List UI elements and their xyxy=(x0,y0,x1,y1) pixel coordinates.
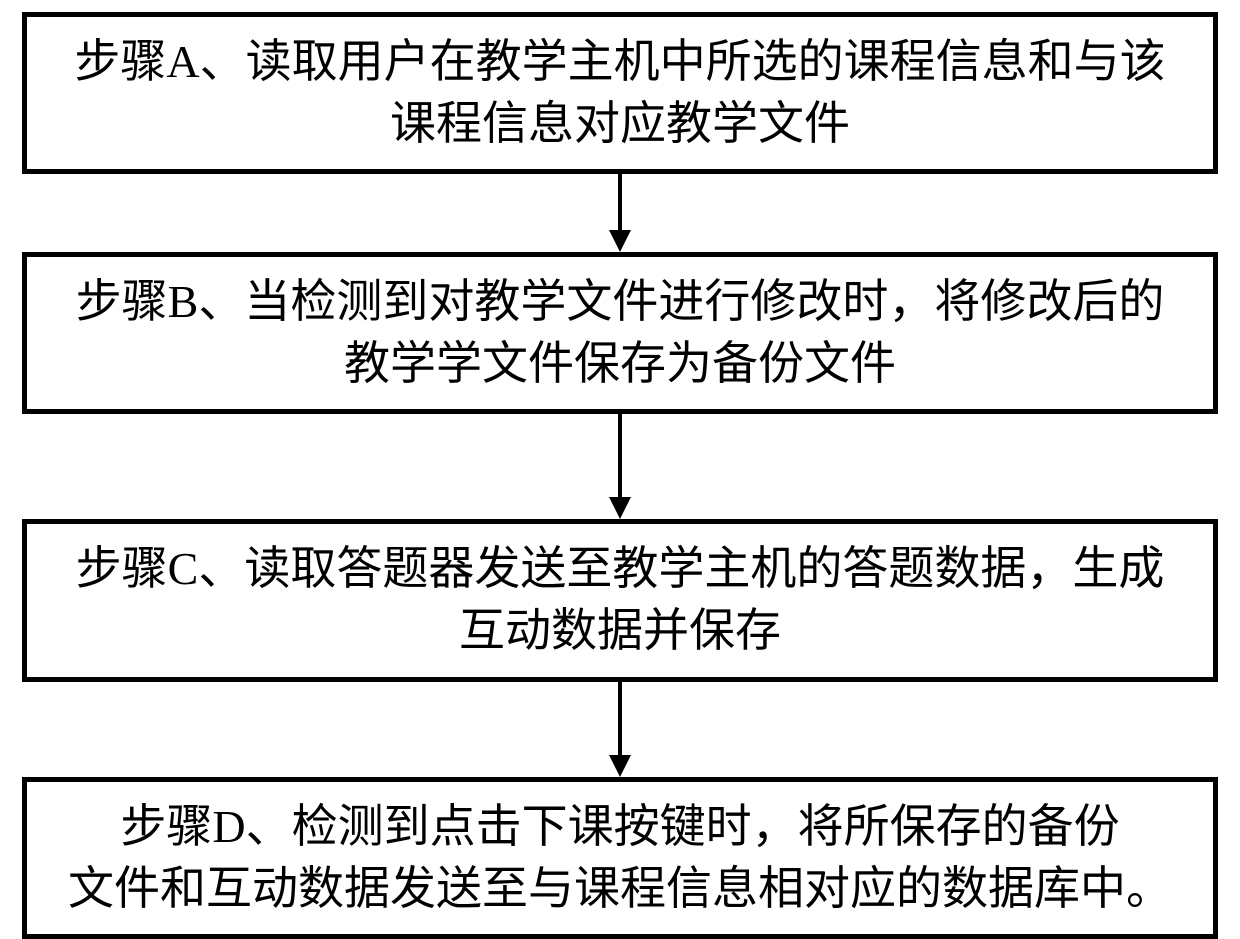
flowchart-container: 步骤A、读取用户在教学主机中所选的课程信息和与该 课程信息对应教学文件 步骤B、… xyxy=(20,12,1220,939)
flow-node-d-line2: 文件和互动数据发送至与课程信息相对应的数据库中。 xyxy=(68,863,1172,914)
arrow-down-icon xyxy=(605,682,635,777)
flow-node-d-text: 步骤D、检测到点击下课按键时，将所保存的备份 文件和互动数据发送至与课程信息相对… xyxy=(68,796,1172,920)
arrow-b-to-c xyxy=(605,414,635,519)
arrow-a-to-b xyxy=(605,174,635,252)
flow-node-c-text: 步骤C、读取答题器发送至教学主机的答题数据，生成 互动数据并保存 xyxy=(76,538,1165,662)
flow-node-a-line2: 课程信息对应教学文件 xyxy=(390,98,850,149)
flow-node-c-line2: 互动数据并保存 xyxy=(459,605,781,656)
arrow-c-to-d xyxy=(605,682,635,777)
flow-node-c-line1: 步骤C、读取答题器发送至教学主机的答题数据，生成 xyxy=(76,543,1165,594)
flow-node-b-line1: 步骤B、当检测到对教学文件进行修改时，将修改后的 xyxy=(76,276,1165,327)
arrow-down-icon xyxy=(605,174,635,252)
flow-node-d-line1: 步骤D、检测到点击下课按键时，将所保存的备份 xyxy=(120,801,1119,852)
flow-node-d: 步骤D、检测到点击下课按键时，将所保存的备份 文件和互动数据发送至与课程信息相对… xyxy=(22,777,1218,939)
flow-node-b: 步骤B、当检测到对教学文件进行修改时，将修改后的 教学学文件保存为备份文件 xyxy=(22,252,1218,414)
arrow-down-icon xyxy=(605,414,635,519)
flow-node-a: 步骤A、读取用户在教学主机中所选的课程信息和与该 课程信息对应教学文件 xyxy=(22,12,1218,174)
flow-node-c: 步骤C、读取答题器发送至教学主机的答题数据，生成 互动数据并保存 xyxy=(22,519,1218,681)
flow-node-b-text: 步骤B、当检测到对教学文件进行修改时，将修改后的 教学学文件保存为备份文件 xyxy=(76,271,1165,395)
flow-node-b-line2: 教学学文件保存为备份文件 xyxy=(344,338,896,389)
flow-node-a-line1: 步骤A、读取用户在教学主机中所选的课程信息和与该 xyxy=(74,36,1165,87)
flow-node-a-text: 步骤A、读取用户在教学主机中所选的课程信息和与该 课程信息对应教学文件 xyxy=(74,31,1165,155)
